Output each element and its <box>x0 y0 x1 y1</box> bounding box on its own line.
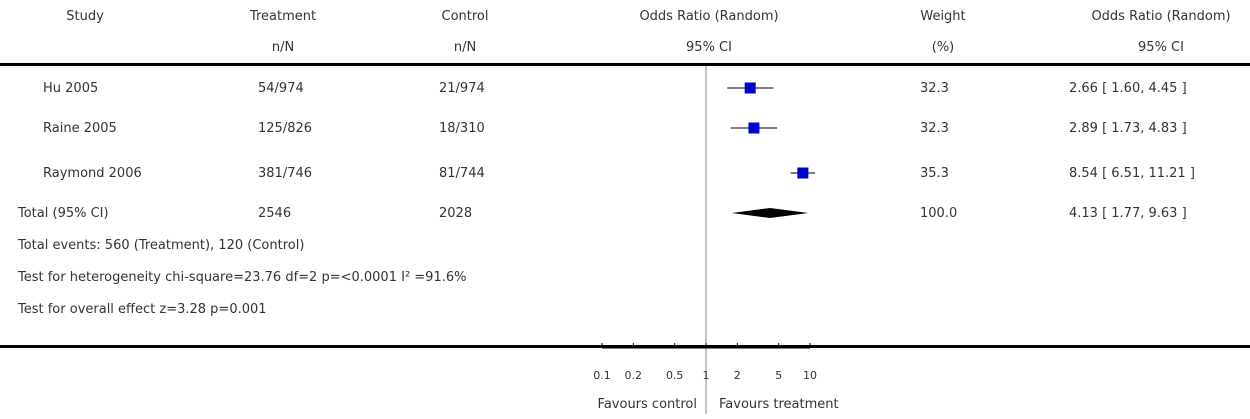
favours-treatment-label: Favours treatment <box>719 397 839 412</box>
header-rule <box>0 63 1250 66</box>
header-study: Study <box>66 9 104 24</box>
study-name: Raymond 2006 <box>43 166 142 181</box>
total-label: Total (95% CI) <box>18 206 109 221</box>
study-treatment: 381/746 <box>258 166 313 181</box>
header-or-text-sub: 95% CI <box>1138 40 1184 55</box>
footnote-heterogeneity: Test for heterogeneity chi-square=23.76 … <box>18 270 467 285</box>
study-control: 18/310 <box>439 121 485 136</box>
point-estimate <box>748 122 760 134</box>
point-estimate <box>744 82 756 94</box>
header-control-sub: n/N <box>453 40 477 55</box>
study-name: Raine 2005 <box>43 121 117 136</box>
x-tick-label: 2 <box>734 369 741 382</box>
pooled-diamond <box>731 208 809 218</box>
x-tick-label: 0.5 <box>666 369 684 382</box>
study-control: 81/744 <box>439 166 485 181</box>
footnote-events: Total events: 560 (Treatment), 120 (Cont… <box>18 238 305 253</box>
header-or-plot-sub: 95% CI <box>686 40 732 55</box>
total-weight: 100.0 <box>920 206 958 221</box>
header-treatment-sub: n/N <box>271 40 295 55</box>
footnote-overall: Test for overall effect z=3.28 p=0.001 <box>18 302 267 317</box>
study-ci-text: 8.54 [ 6.51, 11.21 ] <box>1069 166 1195 181</box>
x-tick-label: 0.1 <box>593 369 611 382</box>
favours-control-label: Favours control <box>597 397 697 412</box>
header-control: Control <box>441 9 489 24</box>
x-tick-label: 1 <box>703 369 710 382</box>
study-ci-text: 2.66 [ 1.60, 4.45 ] <box>1069 81 1187 96</box>
header-weight: Weight <box>920 9 966 24</box>
total-control: 2028 <box>439 206 473 221</box>
total-ci-text: 4.13 [ 1.77, 9.63 ] <box>1069 206 1187 221</box>
footer-rule <box>0 345 1250 348</box>
study-control: 21/974 <box>439 81 485 96</box>
study-weight: 32.3 <box>920 81 949 96</box>
header-weight-sub: (%) <box>931 40 955 55</box>
x-tick-label: 10 <box>803 369 817 382</box>
header-or-plot: Odds Ratio (Random) <box>639 9 779 24</box>
point-estimate <box>797 167 809 179</box>
total-treatment: 2546 <box>258 206 292 221</box>
study-weight: 35.3 <box>920 166 949 181</box>
study-ci-text: 2.89 [ 1.73, 4.83 ] <box>1069 121 1187 136</box>
header-or-text: Odds Ratio (Random) <box>1091 9 1231 24</box>
x-tick-label: 0.2 <box>625 369 643 382</box>
study-name: Hu 2005 <box>43 81 99 96</box>
study-treatment: 54/974 <box>258 81 304 96</box>
header-treatment: Treatment <box>249 9 317 24</box>
x-tick-label: 5 <box>775 369 782 382</box>
study-treatment: 125/826 <box>258 121 313 136</box>
study-weight: 32.3 <box>920 121 949 136</box>
